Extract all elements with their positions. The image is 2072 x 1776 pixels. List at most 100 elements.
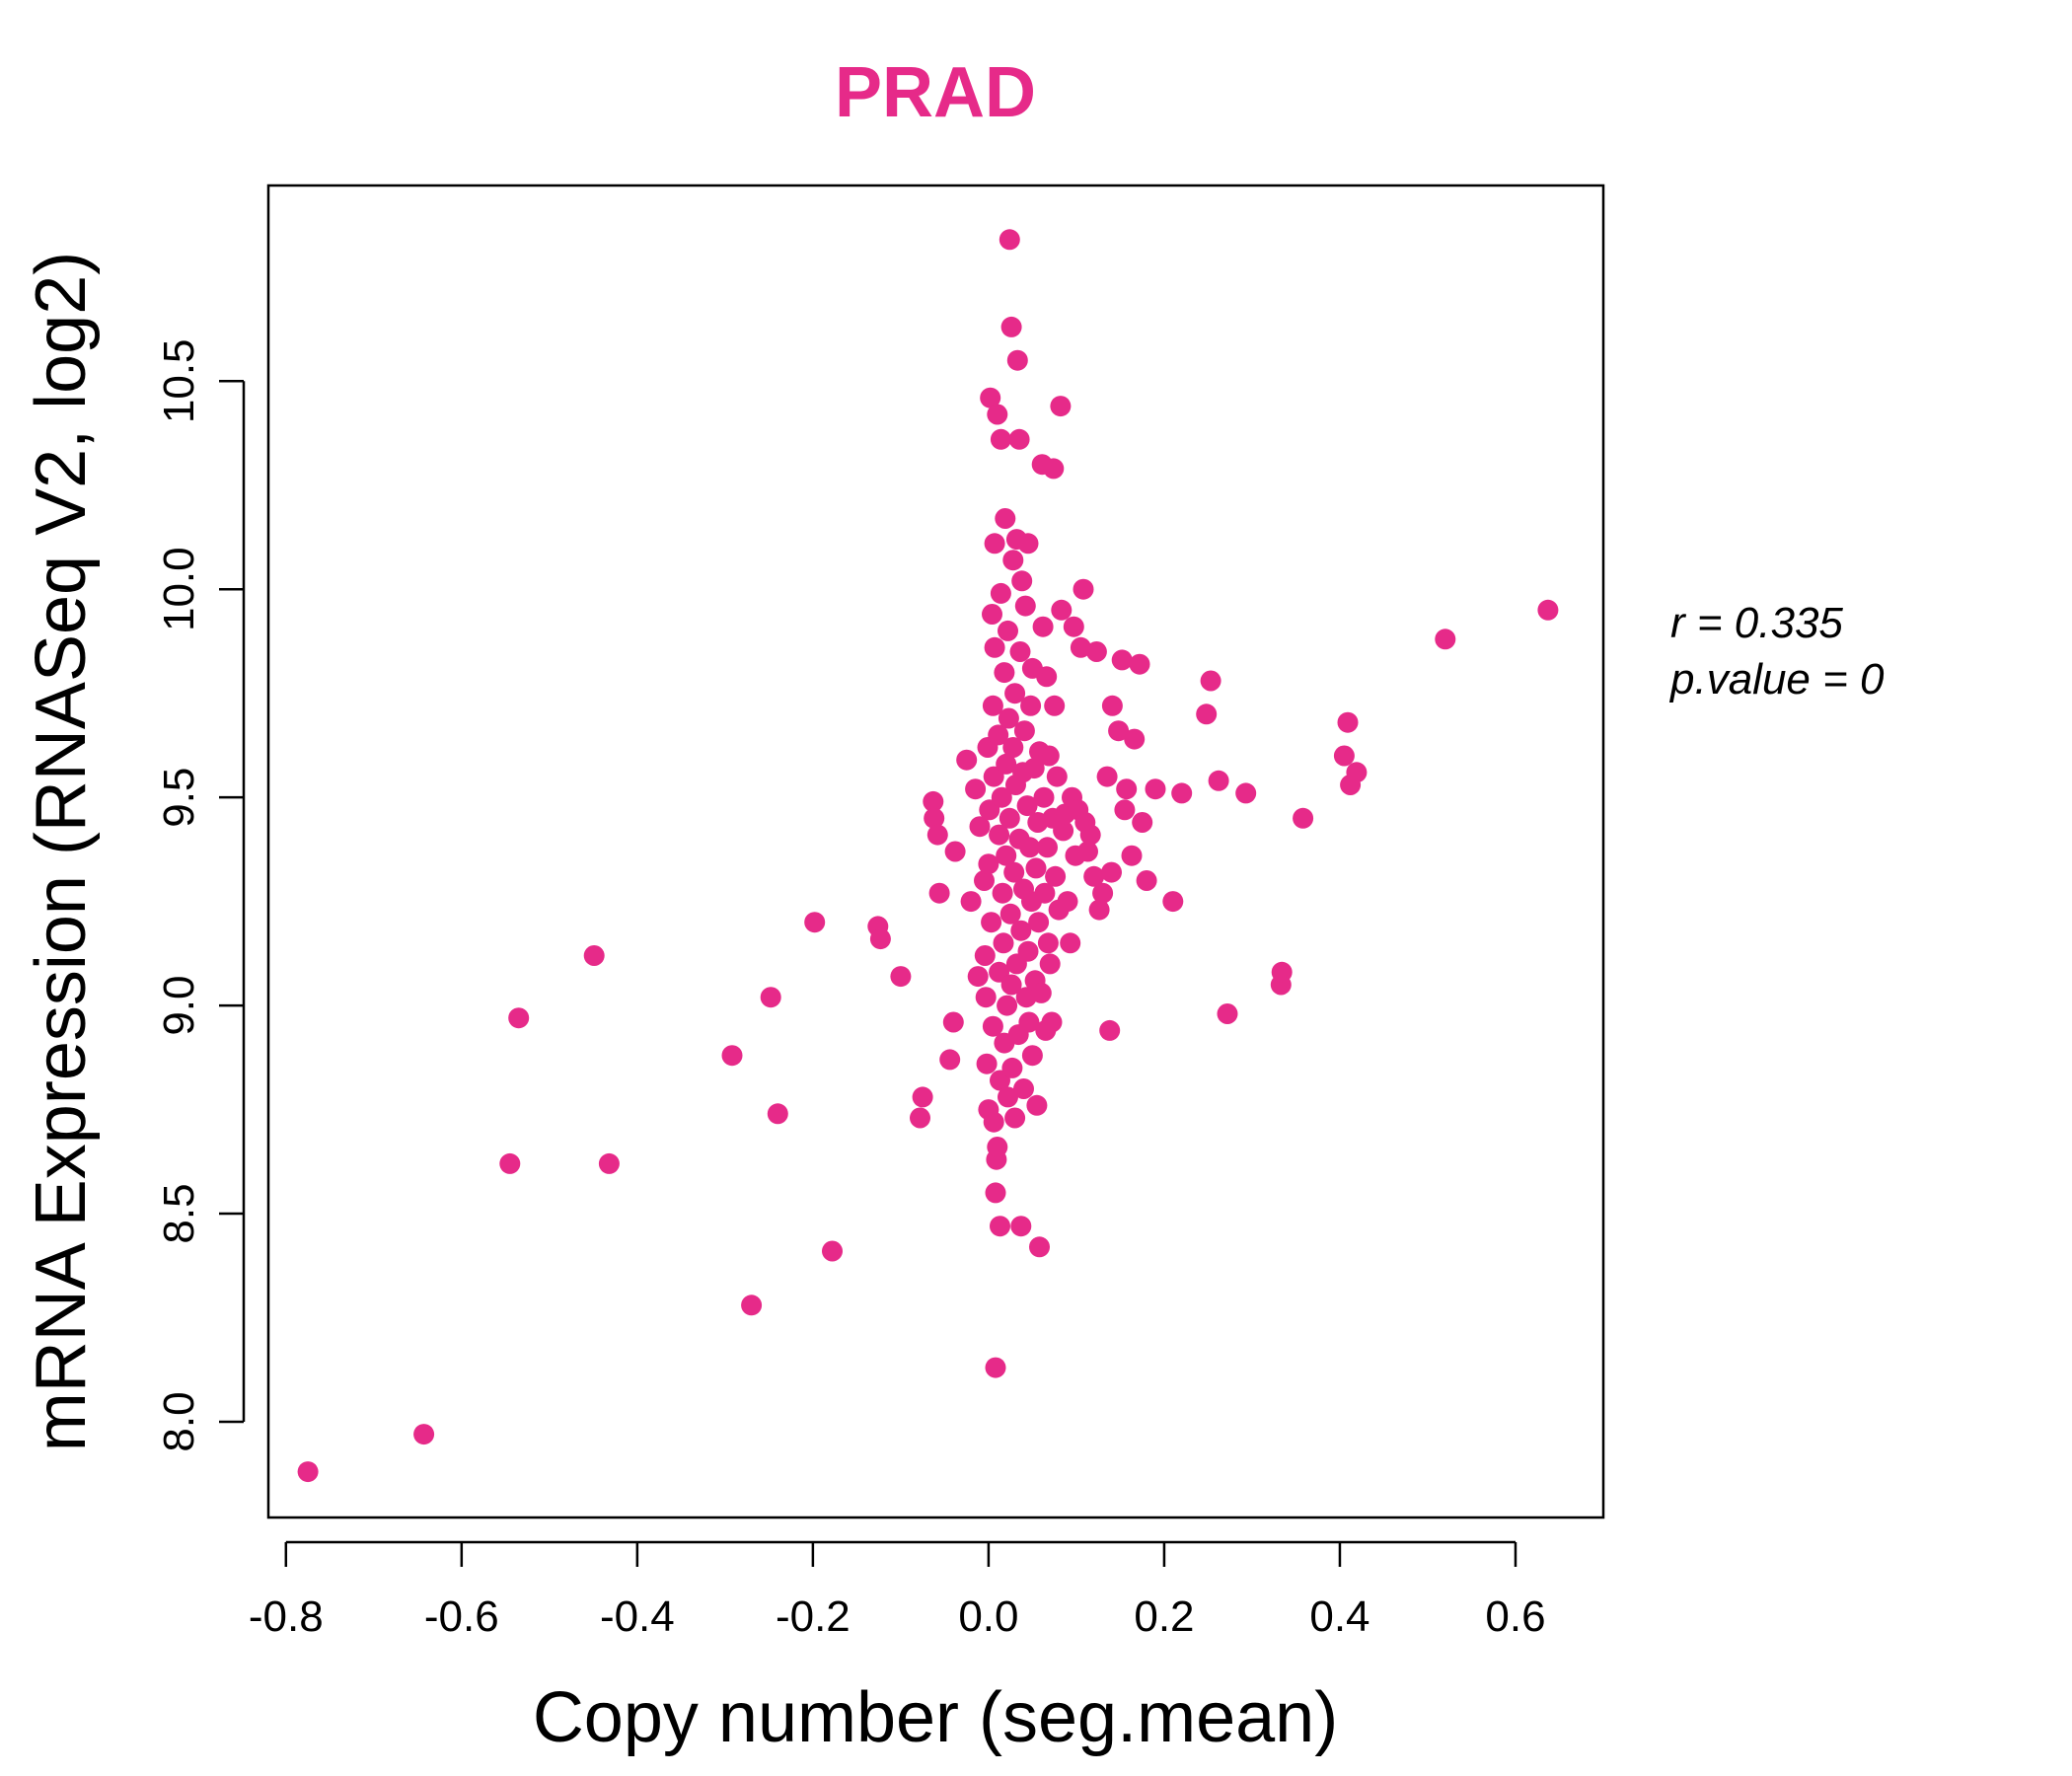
chart-title: PRAD xyxy=(835,53,1036,132)
data-point xyxy=(1136,870,1157,891)
data-point xyxy=(583,945,605,966)
data-point xyxy=(1043,458,1065,480)
points-layer xyxy=(297,229,1559,1483)
data-point xyxy=(1099,1019,1121,1041)
x-tick-label: -0.8 xyxy=(249,1592,324,1641)
data-point xyxy=(1346,762,1368,783)
data-point xyxy=(1013,1078,1034,1099)
data-point xyxy=(1010,1216,1032,1237)
data-point xyxy=(990,1216,1010,1237)
data-point xyxy=(804,912,826,933)
data-point xyxy=(1023,758,1045,779)
data-point xyxy=(1101,861,1122,883)
data-point xyxy=(1020,695,1042,716)
data-point xyxy=(1114,799,1136,821)
data-point xyxy=(1057,891,1078,913)
data-point xyxy=(989,824,1010,846)
data-point xyxy=(1018,1011,1040,1033)
data-point xyxy=(741,1295,763,1316)
x-tick-label: -0.6 xyxy=(424,1592,499,1641)
data-point xyxy=(997,995,1018,1016)
data-point xyxy=(1096,766,1118,787)
data-point xyxy=(721,1045,743,1067)
data-point xyxy=(1070,636,1091,658)
data-point xyxy=(598,1152,620,1174)
data-point xyxy=(981,912,1002,933)
data-point xyxy=(1101,695,1123,716)
data-point xyxy=(994,662,1015,684)
data-point xyxy=(1217,1003,1238,1024)
data-point xyxy=(1037,837,1058,858)
data-point xyxy=(1044,695,1066,716)
data-point xyxy=(969,816,991,838)
data-point xyxy=(1079,824,1101,846)
y-axis-label: mRNA Expression (RNASeq V2, log2) xyxy=(22,252,101,1451)
data-point xyxy=(1092,882,1114,904)
data-point xyxy=(822,1240,843,1262)
data-point xyxy=(1537,599,1559,621)
data-point xyxy=(1008,428,1030,450)
data-point xyxy=(1053,820,1074,842)
data-point xyxy=(1337,711,1359,733)
data-point xyxy=(1085,641,1107,662)
data-point xyxy=(984,533,1005,555)
y-tick-label: 10.0 xyxy=(155,547,203,631)
data-point xyxy=(1025,857,1047,879)
data-point xyxy=(942,1011,964,1033)
data-point xyxy=(1038,745,1060,767)
data-point xyxy=(985,1357,1006,1378)
p-value-label: p.value = 0 xyxy=(1668,655,1885,703)
data-point xyxy=(990,428,1011,450)
data-point xyxy=(998,707,1019,729)
data-point xyxy=(1196,703,1218,725)
data-point xyxy=(1116,778,1138,800)
data-point xyxy=(1036,666,1058,688)
data-point xyxy=(1019,837,1041,858)
data-point xyxy=(1124,728,1146,750)
data-point xyxy=(1009,641,1031,662)
data-point xyxy=(923,790,944,812)
y-tick-label: 10.5 xyxy=(155,338,203,423)
data-point xyxy=(1011,570,1033,592)
data-point xyxy=(995,508,1016,529)
data-point xyxy=(1208,770,1229,791)
data-point xyxy=(998,1086,1018,1108)
data-point xyxy=(983,1111,1004,1133)
data-point xyxy=(998,620,1018,641)
data-point xyxy=(1033,786,1055,808)
x-tick-label: 0.4 xyxy=(1309,1592,1369,1641)
data-point xyxy=(1006,349,1028,371)
data-point xyxy=(912,1086,933,1108)
y-tick-label: 9.5 xyxy=(155,768,203,828)
data-point xyxy=(1013,720,1035,742)
y-tick-label: 8.0 xyxy=(155,1391,203,1451)
data-point xyxy=(980,387,1001,408)
data-point xyxy=(1039,953,1061,975)
plot-frame xyxy=(266,184,1605,1519)
x-axis: -0.8 -0.6 -0.4 -0.2 0.0 0.2 0.4 0.6 xyxy=(249,1540,1546,1641)
data-point xyxy=(999,903,1021,925)
data-point xyxy=(1045,865,1067,887)
data-point xyxy=(978,853,999,875)
data-point xyxy=(967,966,989,988)
x-tick-label: 0.6 xyxy=(1485,1592,1545,1641)
data-point xyxy=(1088,899,1110,921)
data-point xyxy=(1200,670,1221,692)
x-axis-label: Copy number (seg.mean) xyxy=(533,1678,1338,1757)
data-point xyxy=(1041,1011,1063,1033)
data-point xyxy=(1051,599,1073,621)
data-point xyxy=(1017,940,1039,962)
data-point xyxy=(976,1053,998,1074)
data-point xyxy=(944,841,966,862)
x-tick-label: 0.0 xyxy=(958,1592,1018,1641)
data-point xyxy=(1073,578,1094,600)
data-point xyxy=(767,1103,788,1125)
data-point xyxy=(975,987,997,1008)
data-point xyxy=(1034,882,1056,904)
data-point xyxy=(1004,683,1026,704)
data-point xyxy=(928,882,950,904)
data-point xyxy=(1063,616,1084,637)
data-point xyxy=(974,945,996,966)
data-point xyxy=(987,1137,1008,1157)
